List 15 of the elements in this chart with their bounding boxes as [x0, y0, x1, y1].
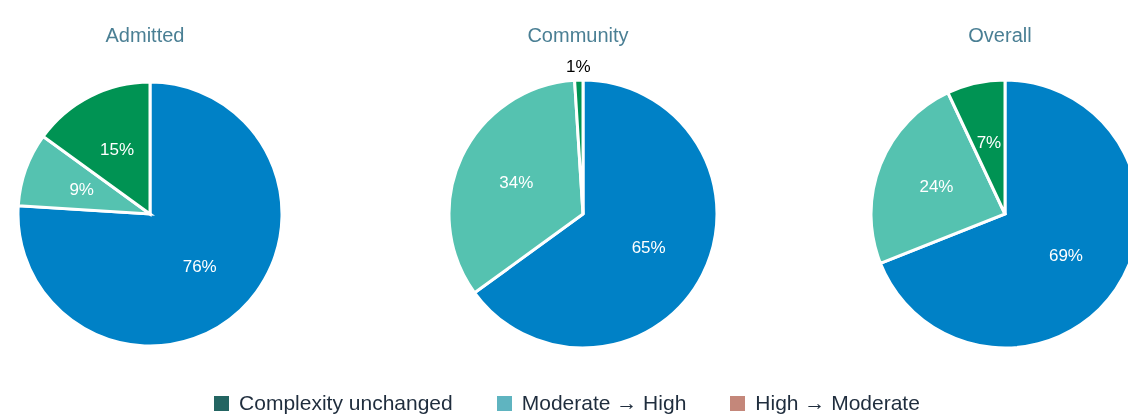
text: Complexity unchanged: [239, 391, 453, 415]
data-label: 1%: [566, 56, 591, 76]
chart-title: Overall: [967, 24, 1033, 47]
text: Moderate → High: [521, 391, 687, 415]
data-label: 69%: [1048, 245, 1083, 265]
data-label: 76%: [182, 257, 217, 277]
data-label: 7%: [976, 132, 1002, 152]
data-label: 65%: [631, 237, 666, 257]
data-label: 24%: [919, 177, 954, 197]
text: High → Moderate: [755, 391, 920, 415]
data-label: 9%: [69, 179, 94, 199]
data-label: 34%: [499, 173, 534, 193]
data-label: 15%: [100, 139, 135, 159]
chart-title: Community: [526, 24, 630, 47]
chart-title: Admitted: [104, 24, 186, 47]
